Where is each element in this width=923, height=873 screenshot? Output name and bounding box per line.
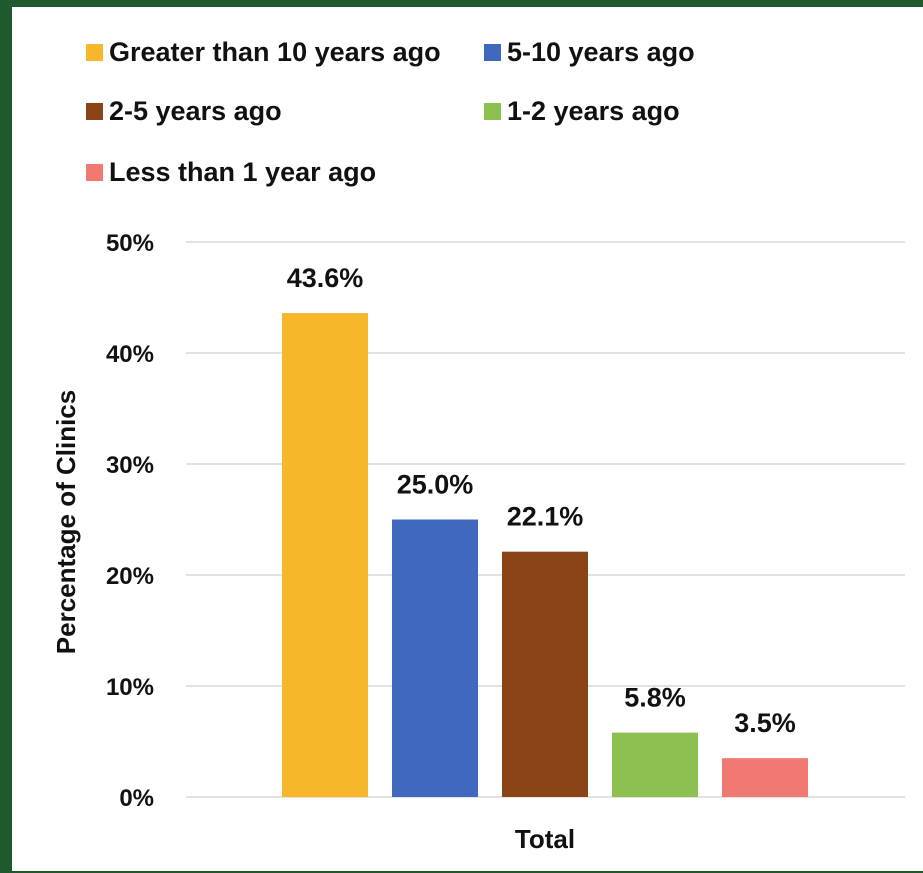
bar-chart: 0% 10% 20% 30% 40% 50% 43.6% 25.0% 22.1% 5.8% 3.5… <box>51 230 905 854</box>
legend-label-5-10: 5-10 years ago <box>507 37 695 67</box>
legend-item-1-2: 1-2 years ago <box>484 96 680 127</box>
legend-item-less-than-1: Less than 1 year ago <box>86 157 376 188</box>
x-axis-label: Total <box>515 824 575 854</box>
y-tick-label: 30% <box>106 452 154 479</box>
y-tick-label: 0% <box>119 785 154 812</box>
legend-swatch-less-than-1 <box>86 164 103 181</box>
bar <box>392 519 478 797</box>
y-tick-label: 40% <box>106 341 154 368</box>
legend-label-2-5: 2-5 years ago <box>109 96 282 126</box>
y-axis-label: Percentage of Clinics <box>51 390 81 654</box>
bar <box>612 732 698 797</box>
data-label: 5.8% <box>624 683 686 713</box>
legend-item-5-10: 5-10 years ago <box>484 37 695 68</box>
legend-item-2-5: 2-5 years ago <box>86 96 282 127</box>
legend-swatch-greater-than-10 <box>86 44 103 61</box>
y-tick-label: 50% <box>106 230 154 257</box>
y-tick-label: 10% <box>106 674 154 701</box>
bar <box>502 551 588 797</box>
legend-swatch-5-10 <box>484 44 501 61</box>
legend-item-greater-than-10: Greater than 10 years ago <box>86 37 441 68</box>
legend-swatch-1-2 <box>484 103 501 120</box>
bar <box>282 313 368 797</box>
data-label: 3.5% <box>734 708 796 738</box>
chart-panel: Greater than 10 years ago 5-10 years ago… <box>12 7 923 871</box>
data-label: 43.6% <box>287 263 364 293</box>
legend-label-1-2: 1-2 years ago <box>507 96 680 126</box>
data-label: 22.1% <box>507 502 584 532</box>
y-tick-label: 20% <box>106 563 154 590</box>
bar <box>722 758 808 797</box>
legend-label-less-than-1: Less than 1 year ago <box>109 157 377 187</box>
legend-label-greater-than-10: Greater than 10 years ago <box>109 37 441 67</box>
legend-swatch-2-5 <box>86 103 103 120</box>
data-label: 25.0% <box>397 470 474 500</box>
